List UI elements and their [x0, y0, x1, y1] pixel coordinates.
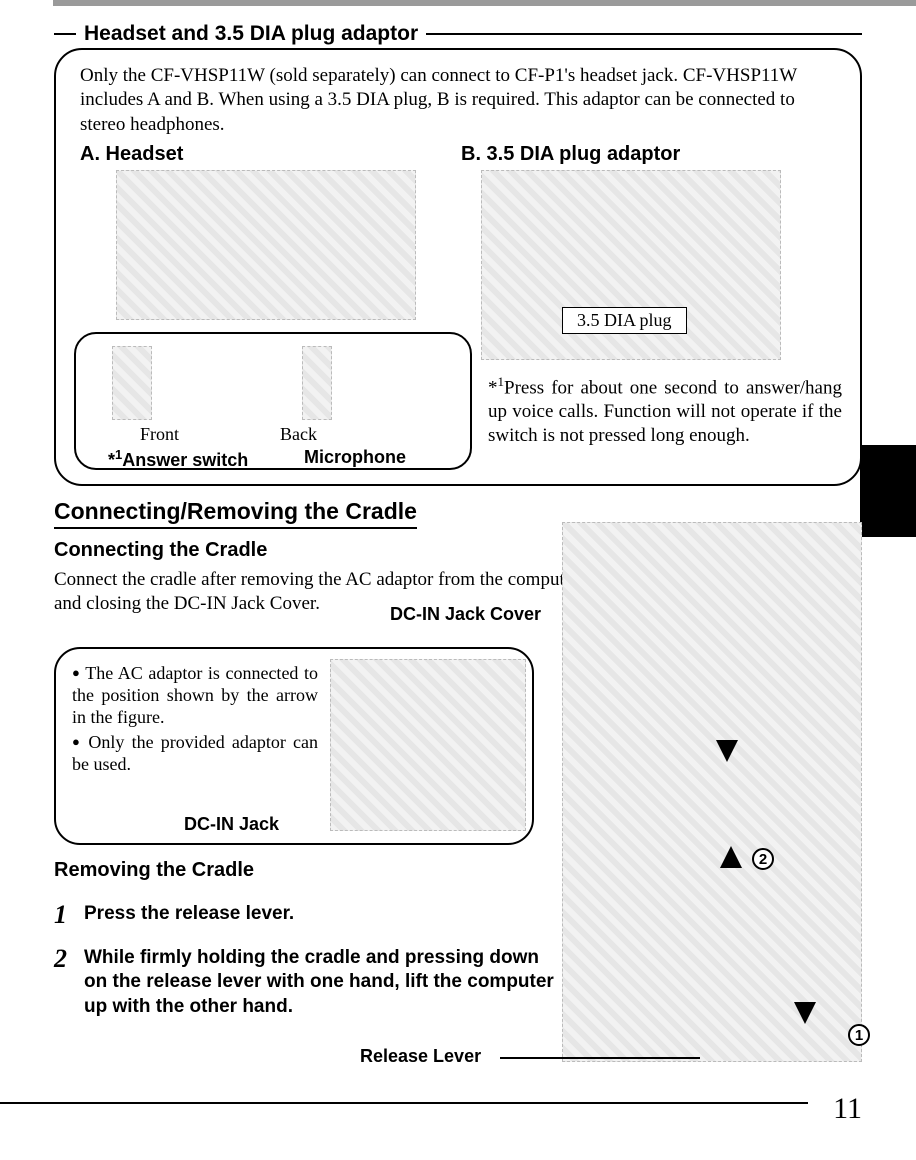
page-number: 11 — [833, 1092, 862, 1126]
dc-in-jack-illustration — [330, 659, 526, 831]
ac-adaptor-note-box: The AC adaptor is connected to the posit… — [54, 647, 534, 845]
cradle-illustration — [562, 522, 862, 1062]
callout-2: 2 — [752, 848, 774, 870]
release-lever-label: Release Lever — [360, 1046, 481, 1067]
footnote-text: Press for about one second to answer/han… — [488, 377, 842, 446]
headset-box: Only the CF-VHSP11W (sold separately) ca… — [54, 48, 862, 486]
plug-adaptor-illustration: 3.5 DIA plug — [481, 170, 781, 360]
title-rule-left — [54, 33, 76, 35]
star: * — [108, 450, 115, 470]
release-lever-leader — [500, 1057, 700, 1059]
footnote: *1Press for about one second to answer/h… — [488, 374, 842, 448]
subheading-b: B. 3.5 DIA plug adaptor — [461, 143, 842, 166]
callout-1: 1 — [848, 1024, 870, 1046]
step-2-text: While firmly holding the cradle and pres… — [84, 946, 564, 1020]
front-label: Front — [140, 424, 280, 445]
header-rule — [53, 0, 916, 6]
step-1-text: Press the release lever. — [84, 902, 564, 928]
step-1-number: 1 — [54, 902, 84, 928]
dc-in-jack-label: DC-IN Jack — [184, 814, 279, 835]
answer-switch-box: Front Back *1Answer switch Microphone — [74, 332, 472, 470]
answer-switch-back-illustration — [302, 346, 332, 420]
answer-switch-label: *1Answer switch — [108, 447, 304, 471]
step-2-number: 2 — [54, 946, 84, 1020]
arrow-down-icon-2 — [794, 1002, 816, 1024]
footnote-star: * — [488, 377, 498, 398]
microphone-label: Microphone — [304, 447, 406, 471]
intro-text: Only the CF-VHSP11W (sold separately) ca… — [80, 64, 842, 137]
answer-switch-front-illustration — [112, 346, 152, 420]
note-item-2: Only the provided adaptor can be used. — [72, 732, 318, 776]
section2-heading: Connecting/Removing the Cradle — [54, 498, 417, 529]
dc-in-jack-cover-label: DC-IN Jack Cover — [390, 604, 541, 625]
title-rule-right — [426, 33, 862, 35]
arrow-down-icon — [716, 740, 738, 762]
side-tab — [860, 445, 916, 537]
answer-switch-text: Answer switch — [122, 450, 248, 470]
footer-rule — [0, 1102, 808, 1104]
subheading-a: A. Headset — [80, 143, 461, 166]
section-title: Headset and 3.5 DIA plug adaptor — [84, 22, 418, 46]
note-item-1: The AC adaptor is connected to the posit… — [72, 663, 318, 729]
back-label: Back — [280, 424, 400, 445]
plug-label: 3.5 DIA plug — [562, 307, 687, 334]
arrow-up-icon — [720, 846, 742, 868]
headset-illustration — [116, 170, 416, 320]
